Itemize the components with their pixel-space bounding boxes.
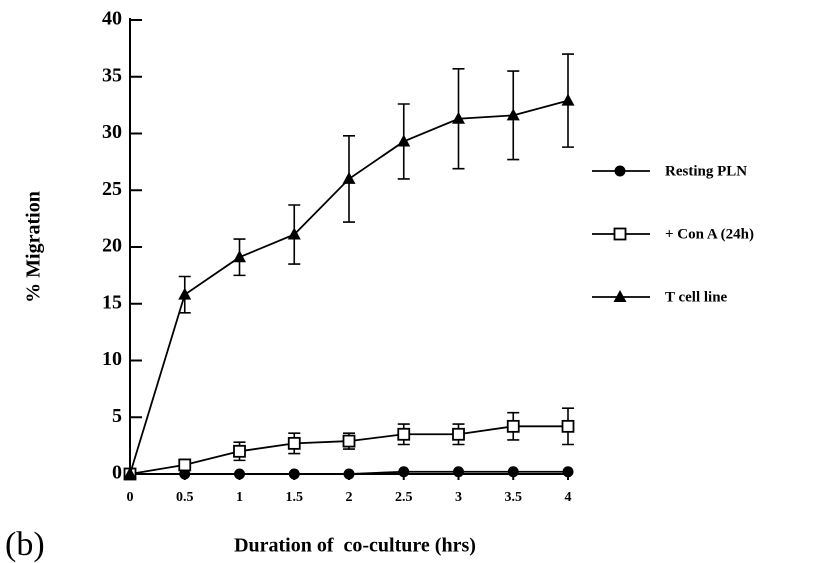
y-tick-label: 40 — [102, 8, 122, 30]
marker — [507, 466, 519, 478]
marker — [561, 419, 575, 433]
marker — [506, 108, 520, 121]
y-tick-label: 20 — [102, 235, 122, 257]
marker — [342, 434, 356, 448]
x-tick-label: 3.5 — [505, 490, 523, 505]
marker — [287, 227, 301, 240]
x-tick-label: 1.5 — [286, 490, 304, 505]
legend-label: + Con A (24h) — [665, 226, 754, 242]
marker — [234, 468, 245, 480]
y-tick-label: 0 — [112, 462, 122, 484]
marker — [397, 427, 411, 441]
x-tick-label: 0 — [127, 490, 134, 505]
marker — [506, 419, 520, 433]
x-tick-label: 2 — [346, 490, 353, 505]
y-tick-label: 10 — [102, 348, 122, 370]
y-tick-label: 30 — [102, 121, 122, 143]
legend-marker — [613, 227, 627, 241]
x-tick-label: 0.5 — [176, 490, 194, 505]
marker — [178, 458, 192, 472]
x-tick-label: 3 — [455, 490, 462, 505]
marker — [453, 466, 464, 478]
x-tick-label: 1 — [236, 490, 243, 505]
panel-label: (b) — [5, 526, 45, 563]
marker — [342, 171, 356, 184]
legend-marker — [613, 290, 627, 302]
marker — [233, 444, 246, 458]
marker — [178, 287, 192, 300]
marker — [398, 466, 410, 478]
marker — [343, 468, 355, 480]
marker — [452, 427, 465, 441]
y-tick-label: 5 — [112, 405, 122, 427]
marker — [562, 466, 574, 478]
marker — [287, 436, 301, 450]
y-axis-label: % Migration — [23, 191, 45, 303]
y-tick-label: 25 — [102, 178, 122, 200]
marker — [233, 250, 246, 263]
y-tick-label: 35 — [102, 64, 122, 86]
legend-marker — [614, 165, 626, 177]
legend-label: T cell line — [665, 289, 728, 305]
x-axis-label: Duration of co-culture (hrs) — [234, 535, 476, 557]
marker — [452, 111, 465, 124]
x-tick-label: 4 — [565, 490, 572, 505]
y-tick-label: 15 — [102, 291, 122, 313]
marker — [397, 134, 411, 147]
legend-label: Resting PLN — [665, 163, 747, 179]
marker — [288, 468, 300, 480]
x-tick-label: 2.5 — [395, 490, 413, 505]
marker — [123, 467, 137, 479]
marker — [561, 93, 575, 106]
